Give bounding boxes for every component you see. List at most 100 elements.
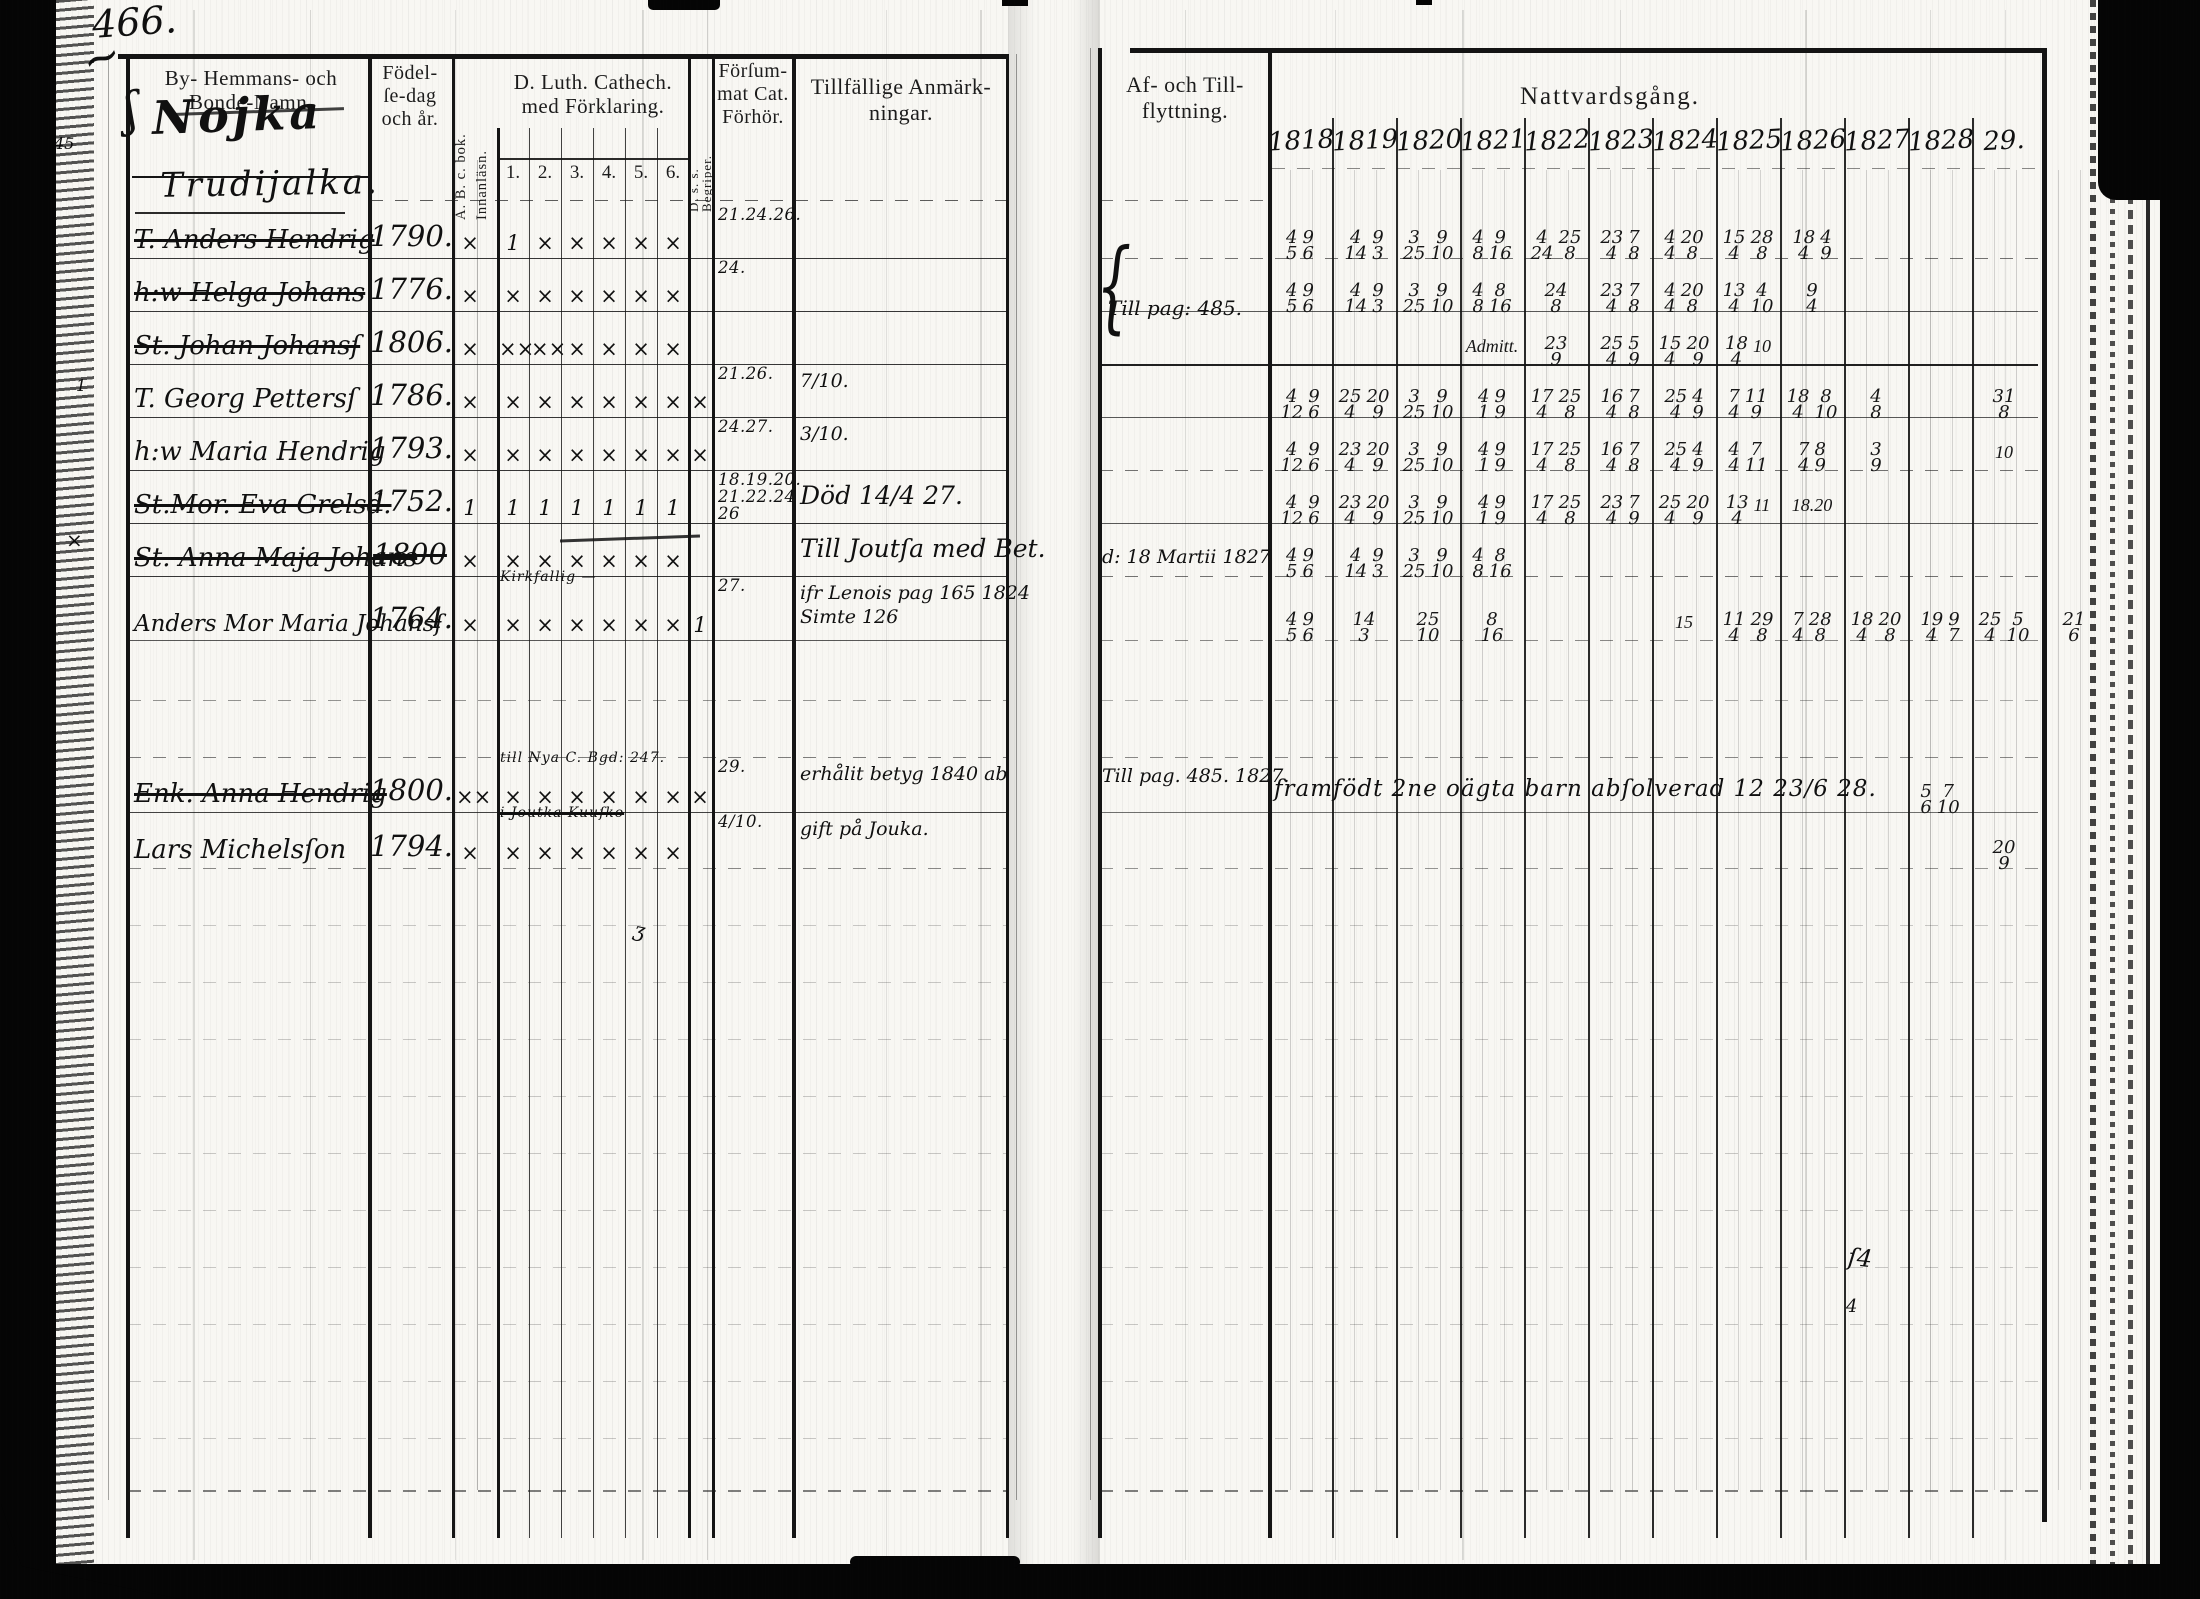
communion-date: 28 8 — [1808, 609, 1832, 646]
scan-streak — [886, 10, 887, 1560]
record-row: T. Georg Pettersſ 1786. × × × × × × × × 21.26. 7/10… — [0, 364, 2200, 421]
col-header-cat-l2: med Förklaring. — [521, 94, 665, 119]
communion-date: 20 8 — [1680, 280, 1704, 317]
birth-year: 1800. — [370, 773, 454, 807]
scan-streak — [1930, 10, 1931, 1560]
communion-cell: 31 8 — [1973, 388, 2035, 422]
communion-date: 3 25 — [1402, 492, 1426, 529]
catechism-mark: × — [632, 337, 650, 361]
grid-vline — [529, 128, 530, 1538]
grid-hline — [132, 176, 368, 179]
communion-date: 15 4 — [1722, 227, 1746, 264]
catechism-mark: 1 — [506, 231, 520, 255]
year-label: 1818 — [1267, 124, 1335, 158]
grid-vline — [1098, 48, 1102, 1538]
catechism-mark: × — [632, 231, 650, 255]
village-name: Nojka — [151, 85, 324, 145]
catechism-mark: 1 — [570, 496, 584, 520]
grid-hline — [128, 576, 1006, 578]
communion-cell: 18 4 20 8 — [1845, 611, 1907, 645]
communion-cell: 17 4 25 8 — [1525, 386, 1587, 423]
communion-cell: 23 4 7 8 — [1589, 227, 1651, 264]
remark: erhålit betyg 1840 ab — [800, 763, 1008, 787]
catechism-mark: × — [504, 841, 522, 865]
birth-year: 1806. — [370, 325, 454, 359]
communion-date: 20 8 — [1680, 227, 1704, 264]
grid-hline — [128, 700, 1006, 702]
communion-cell: 3 25 9 10 — [1397, 441, 1459, 475]
grid-vline — [1696, 170, 1697, 1490]
communion-date: 25 4 — [1658, 492, 1682, 529]
forhor-dates: 18.19.20. 21.22.24 26 — [718, 471, 801, 524]
remark: 3/10. — [800, 423, 849, 447]
grid-hline — [1100, 925, 2038, 926]
communion-date: 24 8 — [1544, 280, 1568, 317]
scan-border-left — [0, 0, 56, 1599]
communion-date: 25 8 — [1558, 386, 1582, 423]
catechism-mark: × — [461, 284, 479, 308]
communion-date: 3 25 — [1402, 280, 1426, 317]
grid-hline — [1100, 1381, 2038, 1382]
communion-date: 21 6 — [2062, 609, 2086, 646]
grid-vline — [1738, 170, 1739, 1490]
grid-vline — [1546, 170, 1547, 1490]
col-header-forhor: Förſum- mat Cat. Förhör. — [714, 60, 792, 130]
communion-date: 15 4 — [1658, 333, 1682, 370]
communion-cell: 15 4 28 8 — [1717, 227, 1779, 264]
forhor-line: 26 — [718, 504, 740, 524]
cat-subcol-number: 5. — [633, 162, 649, 183]
communion-date: 18 4 — [1786, 386, 1810, 423]
grid-hline — [128, 812, 1006, 814]
catechism-mark: × — [568, 785, 586, 809]
grid-vline — [1716, 118, 1718, 1538]
communion-cell: 4 12 9 6 — [1269, 386, 1331, 423]
scan-streak — [1805, 10, 1807, 1560]
forhor-line: 21.22.24 — [718, 487, 796, 507]
grid-hline — [1100, 1039, 2038, 1040]
catechism-mark: × — [504, 284, 522, 308]
communion-cell: 25 4 5 10 — [1973, 611, 2035, 645]
forhor-line: 29. — [718, 757, 746, 776]
communion-note: 10 — [1995, 442, 2013, 462]
birth-year: 1776. — [370, 272, 454, 306]
grid-vline — [1460, 118, 1462, 1538]
forhor-line: 4/10. — [718, 812, 763, 831]
fore-edge-strip-1 — [2090, 0, 2096, 1599]
catechism-mark: × — [568, 337, 586, 361]
communion-date: 11 9 — [1744, 386, 1768, 423]
catechism-mark: 1 — [666, 496, 680, 520]
grid-vline — [1760, 170, 1761, 1490]
communion-cell: 3 25 9 10 — [1397, 229, 1459, 263]
communion-date: 4 12 — [1280, 439, 1304, 476]
year-label: 1824 — [1651, 124, 1719, 158]
grid-hline — [1100, 1490, 2038, 1492]
communion-date: 3 25 — [1402, 545, 1426, 582]
migration-note: Till pag. 485. 1827. — [1102, 765, 1290, 787]
catechism-mark: × — [600, 841, 618, 865]
grid-vline — [1090, 48, 1091, 1500]
grid-hline — [128, 640, 1006, 642]
grid-vline — [1908, 118, 1910, 1538]
grid-hline — [1100, 1153, 2038, 1154]
communion-date: 25 4 — [1600, 333, 1624, 370]
communion-date: 20 9 — [1686, 333, 1710, 370]
communion-note: 15 — [1675, 612, 1693, 632]
year-label: 1826 — [1779, 124, 1847, 158]
communion-cell: 4 4 20 8 — [1653, 280, 1715, 317]
catechism-mark: × — [691, 785, 709, 809]
